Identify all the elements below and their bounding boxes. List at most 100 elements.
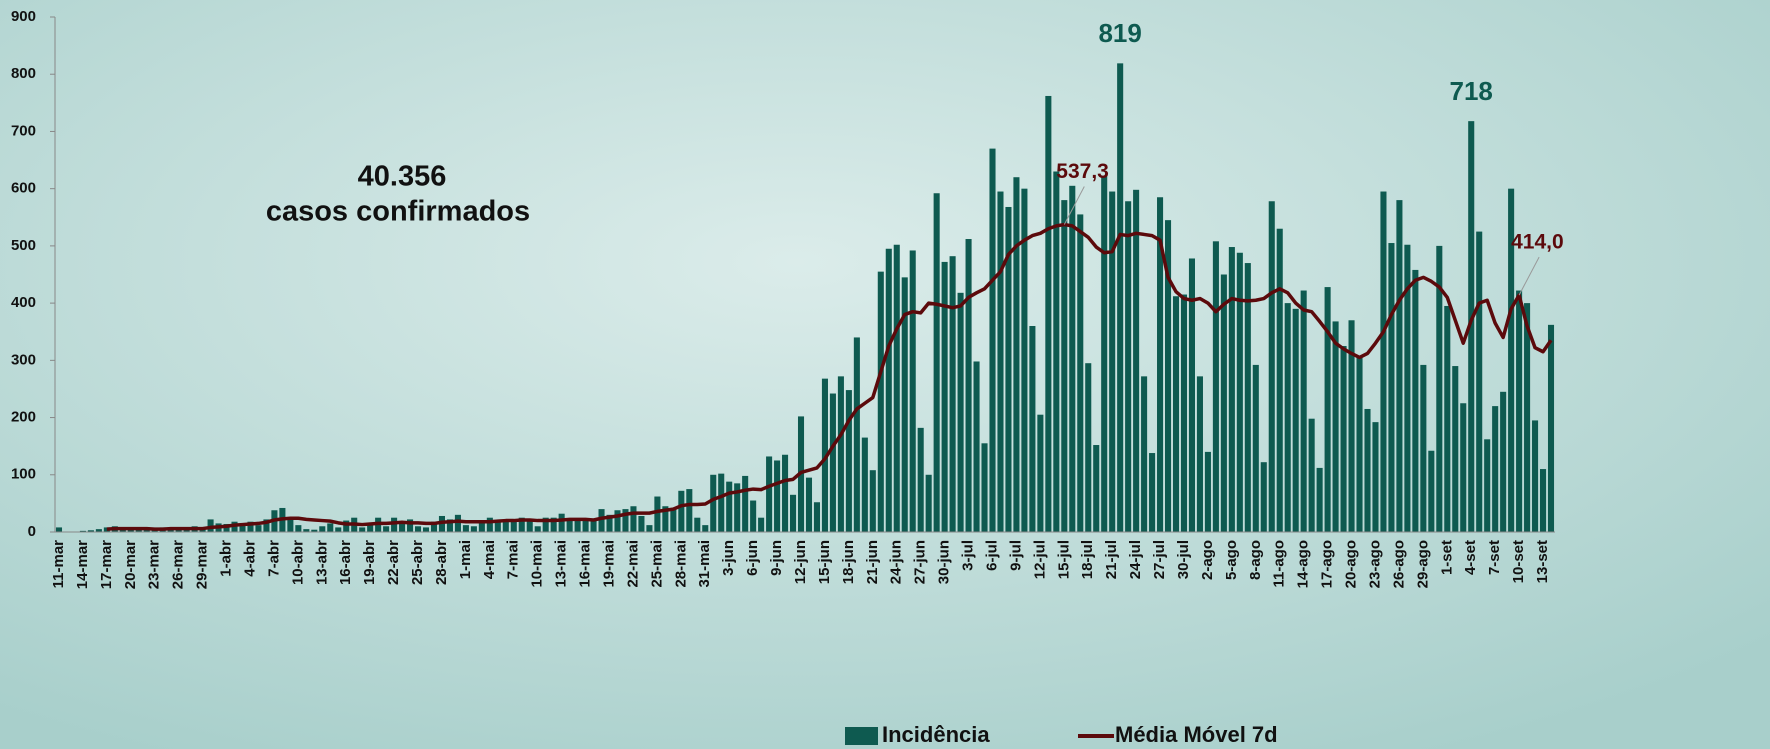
legend-label: Incidência [882,722,990,747]
x-tick-label: 13-mai [553,540,570,588]
bar [997,191,1004,532]
bar [574,520,581,532]
x-tick-label: 15-jun [816,540,833,584]
x-tick-label: 6-jun [744,540,761,576]
x-tick-label: 30-jun [936,540,953,584]
bar [702,525,709,532]
bar [646,525,653,532]
bar [638,515,645,532]
x-tick-label: 20-mar [122,540,139,589]
bar [510,521,517,532]
bar [1484,439,1491,532]
x-tick-label: 26-ago [1390,540,1407,588]
bar [901,277,908,532]
bar [127,529,134,532]
x-tick-label: 13-set [1534,540,1551,583]
bar [654,496,661,532]
bar [1021,188,1028,532]
bar [1420,364,1427,532]
x-tick-label: 3-jul [960,540,977,571]
x-tick-label: 4-set [1462,540,1479,575]
bar [494,520,501,532]
bar [319,526,326,532]
data-label: 537,3 [1056,160,1109,183]
y-tick-label: 500 [11,237,36,254]
bar [933,193,940,532]
bar [1188,258,1195,532]
bar [454,514,461,532]
x-tick-label: 4-abr [241,540,258,577]
bar [1508,188,1515,532]
bar [55,527,63,532]
x-tick-label: 11-ago [1271,540,1288,588]
x-tick-label: 5-ago [1223,540,1240,580]
x-tick-label: 6-jul [983,540,1000,571]
bar [1061,200,1068,532]
x-tick-label: 19-mai [600,540,617,588]
bar [1069,185,1076,533]
bar [917,427,924,532]
x-tick-label: 20-ago [1343,540,1360,588]
bar [1532,420,1539,532]
x-tick-label: 1-abr [218,540,235,577]
bar [391,517,398,532]
bar [295,525,302,532]
bar [311,529,318,532]
bar [750,500,757,532]
x-tick-label: 18-jun [840,540,857,584]
x-tick-label: 22-abr [385,540,402,585]
bar [1276,228,1283,532]
bar [1244,263,1251,532]
bar [1125,201,1132,532]
bar [1053,171,1060,532]
leader-line [1518,256,1540,296]
bar [925,474,932,532]
x-tick-label: 28-abr [433,540,450,585]
y-tick-label: 0 [28,523,36,540]
bar [518,517,525,532]
y-tick-label: 600 [11,180,36,197]
x-tick-label: 25-mai [648,540,665,588]
bar [973,361,980,532]
bar [407,519,414,532]
bar [1149,453,1156,532]
bar [734,483,741,532]
bar [726,481,733,532]
x-tick-label: 9-jul [1007,540,1024,571]
bar [343,520,350,532]
bar [470,526,477,532]
y-tick-label: 700 [11,122,36,139]
data-label: 819 [1098,18,1141,48]
x-tick-label: 27-jul [1151,540,1168,579]
annotation: 40.356 [358,161,447,193]
bar [1013,177,1020,532]
bar [430,521,438,532]
bar [239,523,246,532]
bar [1117,63,1124,532]
bar [303,529,310,532]
bar [335,527,342,532]
bar [1404,244,1411,532]
bar [1364,408,1371,532]
x-tick-label: 14-ago [1295,540,1312,588]
x-tick-label: 27-jun [912,540,929,584]
bar [247,521,254,532]
bar [829,393,836,532]
x-tick-label: 19-abr [361,540,378,585]
bar [821,378,828,532]
bar [1077,214,1084,532]
bar [1228,247,1235,533]
bar [1252,364,1259,532]
bar [790,494,797,532]
bar [853,337,860,532]
x-tick-label: 28-mai [672,540,689,588]
x-tick-label: 29-mar [194,540,211,589]
x-tick-label: 13-abr [313,540,330,585]
bar [1436,245,1443,532]
bar [255,525,262,532]
bar [1109,191,1116,532]
bar [534,526,541,532]
y-tick-label: 400 [11,294,36,311]
bar [1460,403,1467,532]
